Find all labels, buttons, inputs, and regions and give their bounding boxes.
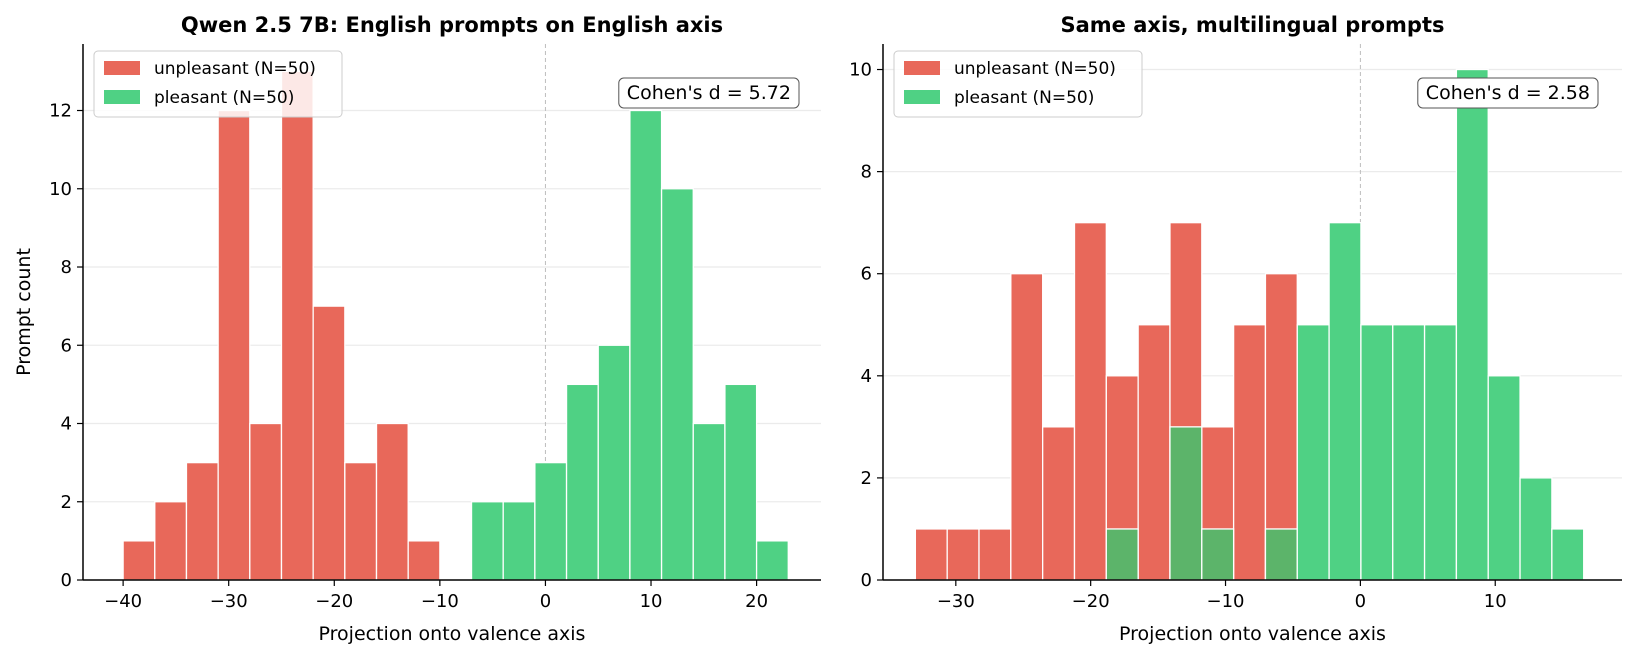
legend-swatch <box>104 90 140 104</box>
bar-pleasant <box>1105 528 1139 581</box>
bar-unpleasant <box>946 528 980 581</box>
bar-pleasant <box>1423 324 1458 581</box>
bar-pleasant <box>1392 324 1426 581</box>
x-axis-label: Projection onto valence axis <box>1119 623 1386 645</box>
x-tick-label: −20 <box>1072 591 1110 612</box>
bar-pleasant <box>692 422 726 581</box>
chart-panel-1: −40 −30 −20 −10 0 10 20 0 2 4 6 8 10 12 Qwen 2.5 7B: E… <box>13 13 821 645</box>
y-tick-label: 6 <box>61 335 72 356</box>
x-tick-label: 0 <box>540 591 551 612</box>
cohens-d-annotation: Cohen's d = 2.58 <box>1417 77 1599 109</box>
y-tick-label: 10 <box>849 60 872 81</box>
bar-pleasant <box>660 188 694 581</box>
legend-swatch <box>904 61 940 75</box>
bar-pleasant <box>1169 426 1203 581</box>
bar-unpleasant <box>122 540 156 581</box>
bar-pleasant <box>755 540 789 581</box>
bar-unpleasant <box>978 528 1012 581</box>
bar-pleasant <box>1519 477 1553 581</box>
bar-pleasant <box>534 461 568 581</box>
bar-unpleasant <box>375 422 409 581</box>
y-tick-label: 2 <box>61 492 72 513</box>
legend-box <box>893 50 1143 118</box>
bar-pleasant <box>597 344 631 581</box>
bar-unpleasant <box>185 461 219 581</box>
legend-label: unpleasant (N=50) <box>954 59 1116 79</box>
bar-pleasant <box>1487 375 1521 581</box>
x-tick-label: −10 <box>421 591 459 612</box>
bar-pleasant <box>1328 222 1362 581</box>
bar-unpleasant <box>280 70 314 581</box>
y-tick-label: 6 <box>861 264 872 285</box>
y-tick-label: 4 <box>61 414 72 435</box>
cohens-d-box <box>618 77 800 109</box>
legend-label: pleasant (N=50) <box>154 88 294 108</box>
y-tick-label: 4 <box>861 366 872 387</box>
cohens-d-annotation: Cohen's d = 5.72 <box>618 77 800 109</box>
cohens-d-text: Cohen's d = 5.72 <box>627 82 791 104</box>
bar-unpleasant <box>249 422 283 581</box>
y-axis-label: Prompt count <box>13 248 35 376</box>
bar-pleasant <box>1264 528 1298 581</box>
bar-pleasant <box>1455 68 1489 581</box>
y-tick-label: 2 <box>861 468 872 489</box>
x-tick-label: −40 <box>104 591 142 612</box>
y-tick-label: 0 <box>861 570 872 591</box>
x-tick-label: 10 <box>640 591 663 612</box>
bar-pleasant <box>724 383 758 581</box>
bar-unpleasant <box>1010 273 1044 581</box>
x-tick-label: 0 <box>1355 591 1366 612</box>
bar-pleasant <box>565 383 599 581</box>
chart-panel-2: −30 −20 −10 0 10 0 2 4 6 8 10 Same axis, multilingu… <box>849 13 1622 645</box>
bar-pleasant <box>1551 528 1585 581</box>
bar-unpleasant <box>1137 324 1171 581</box>
bar-unpleasant <box>914 528 948 581</box>
legend-label: unpleasant (N=50) <box>154 59 316 79</box>
bar-pleasant <box>470 501 504 581</box>
x-tick-label: 10 <box>1484 591 1507 612</box>
cohens-d-box <box>1417 77 1599 109</box>
x-tick-label: −20 <box>315 591 353 612</box>
bar-pleasant <box>1360 324 1394 581</box>
x-axis-label: Projection onto valence axis <box>319 623 586 645</box>
bar-unpleasant <box>344 461 378 581</box>
bar-pleasant <box>502 501 536 581</box>
bar-unpleasant <box>407 540 441 581</box>
bar-pleasant <box>1201 528 1235 581</box>
bar-unpleasant <box>154 501 188 581</box>
legend: unpleasant (N=50) pleasant (N=50) <box>93 50 343 118</box>
chart-title: Qwen 2.5 7B: English prompts on English … <box>181 13 723 37</box>
bar-pleasant <box>1296 324 1330 581</box>
legend-label: pleasant (N=50) <box>954 88 1094 108</box>
y-tick-label: 8 <box>861 162 872 183</box>
y-tick-label: 0 <box>61 570 72 591</box>
cohens-d-text: Cohen's d = 2.58 <box>1426 82 1590 104</box>
bar-unpleasant <box>1042 426 1076 581</box>
y-tick-label: 10 <box>49 179 72 200</box>
bar-pleasant <box>629 109 663 581</box>
x-tick-label: −10 <box>1207 591 1245 612</box>
x-tick-label: −30 <box>937 591 975 612</box>
y-tick-label: 8 <box>61 257 72 278</box>
legend-box <box>93 50 343 118</box>
legend: unpleasant (N=50) pleasant (N=50) <box>893 50 1143 118</box>
bar-unpleasant <box>217 109 251 581</box>
chart-title: Same axis, multilingual prompts <box>1061 13 1445 37</box>
legend-swatch <box>104 61 140 75</box>
y-tick-label: 12 <box>49 101 72 122</box>
bar-unpleasant <box>1232 324 1267 581</box>
x-tick-label: 20 <box>745 591 768 612</box>
legend-swatch <box>904 90 940 104</box>
bar-unpleasant <box>1073 222 1107 581</box>
x-tick-label: −30 <box>210 591 248 612</box>
bar-unpleasant <box>312 305 346 581</box>
